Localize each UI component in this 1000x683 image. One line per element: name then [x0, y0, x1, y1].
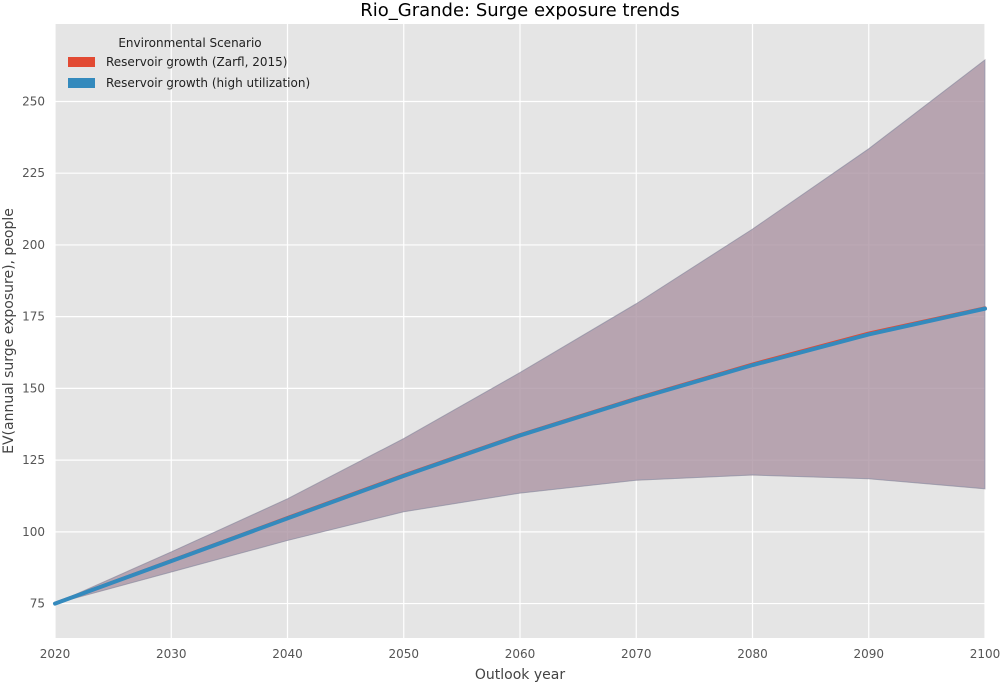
y-axis-label: EV(annual surge exposure), people [1, 208, 17, 454]
tick-labels: 2020 2030 2040 2050 2060 2070 2080 2090 2100 75 10… [22, 94, 1000, 661]
x-tick-label: 2020 [40, 647, 71, 661]
chart-title: Rio_Grande: Surge exposure trends [360, 0, 680, 21]
y-tick-label: 125 [22, 453, 45, 467]
band-series-1 [54, 58, 986, 605]
x-tick-label: 2040 [272, 647, 303, 661]
legend-title: Environmental Scenario [118, 36, 261, 50]
legend-label-zarfl: Reservoir growth (Zarfl, 2015) [106, 55, 287, 69]
x-tick-label: 2070 [621, 647, 652, 661]
x-tick-label: 2060 [505, 647, 536, 661]
x-tick-label: 2030 [156, 647, 187, 661]
x-tick-label: 2080 [737, 647, 768, 661]
confidence-bands [54, 58, 986, 605]
x-tick-label: 2090 [853, 647, 884, 661]
y-tick-label: 250 [22, 94, 45, 108]
x-tick-label: 2050 [388, 647, 419, 661]
series-lines [53, 306, 987, 606]
y-tick-label: 175 [22, 310, 45, 324]
x-axis-label: Outlook year [475, 667, 565, 683]
y-tick-label: 75 [30, 597, 45, 611]
legend-swatch-zarfl [68, 57, 95, 67]
legend: Environmental Scenario Reservoir growth … [68, 36, 310, 90]
y-tick-label: 200 [22, 238, 45, 252]
legend-swatch-high-utilization [68, 78, 95, 88]
y-tick-label: 225 [22, 166, 45, 180]
y-tick-label: 150 [22, 381, 45, 395]
y-tick-label: 100 [22, 525, 45, 539]
x-tick-label: 2100 [970, 647, 1000, 661]
legend-label-high-utilization: Reservoir growth (high utilization) [106, 76, 310, 90]
